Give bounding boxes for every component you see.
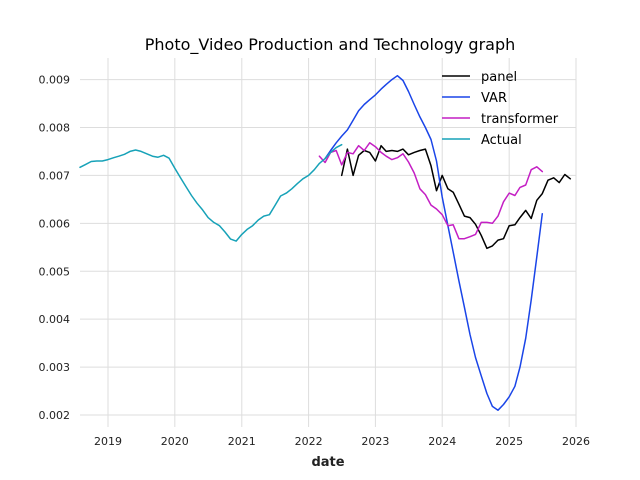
legend: panel VAR transformer Actual — [442, 70, 559, 148]
series-line-transformer — [318, 142, 544, 240]
series-group — [79, 74, 572, 411]
grid — [80, 58, 577, 427]
series-line-actual — [79, 143, 343, 242]
x-tick-label: 2022 — [295, 435, 323, 448]
y-tick-label: 0.008 — [39, 121, 71, 134]
x-tick-label: 2025 — [495, 435, 523, 448]
x-tick-label: 2024 — [428, 435, 456, 448]
y-tick-label: 0.007 — [39, 169, 71, 182]
y-tick-label: 0.009 — [39, 74, 71, 87]
series-line-var — [324, 74, 544, 411]
x-tick-label: 2021 — [228, 435, 256, 448]
y-tick-label: 0.005 — [39, 265, 71, 278]
chart-title: Photo_Video Production and Technology gr… — [145, 35, 516, 55]
y-tick-label: 0.002 — [39, 409, 71, 422]
tick-labels: 2019 2020 2021 2022 2023 2024 2025 2026 0.002 0.0… — [39, 74, 591, 448]
x-tick-label: 2020 — [161, 435, 189, 448]
legend-label: transformer — [481, 112, 559, 127]
series-line-panel — [340, 144, 572, 250]
legend-label: Actual — [481, 133, 522, 148]
y-tick-label: 0.003 — [39, 361, 71, 374]
legend-label: panel — [481, 70, 517, 85]
legend-label: VAR — [481, 91, 507, 106]
y-tick-label: 0.006 — [39, 217, 71, 230]
y-tick-label: 0.004 — [39, 313, 71, 326]
x-tick-label: 2019 — [94, 435, 122, 448]
x-axis-label: date — [311, 455, 344, 470]
x-tick-label: 2023 — [361, 435, 389, 448]
x-tick-label: 2026 — [562, 435, 590, 448]
